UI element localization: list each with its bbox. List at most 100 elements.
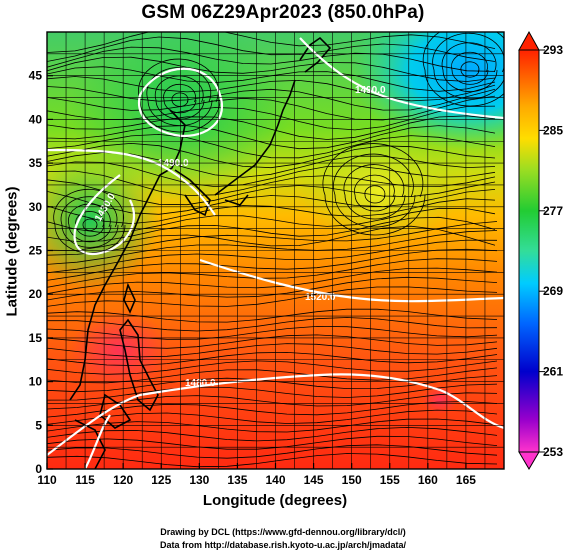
streamline (47, 125, 496, 150)
streamline (451, 51, 489, 85)
streamline (154, 75, 205, 120)
streamline (47, 161, 496, 188)
colorbar-tick-label: 285 (543, 123, 563, 137)
y-tick-label: 40 (29, 112, 43, 126)
x-tick-label: 115 (75, 473, 95, 487)
colorbar-bottom-arrow (518, 451, 540, 470)
x-axis-label: Longitude (degrees) (202, 492, 348, 509)
streamline (47, 225, 496, 252)
credit-drawing: Drawing by DCL (https://www.gfd-dennou.o… (160, 527, 406, 537)
y-axis-ticks: 0 5 10 15 20 25 30 35 40 45 (29, 69, 53, 476)
streamline (333, 153, 416, 228)
x-tick-label: 155 (380, 473, 400, 487)
temperature-field (47, 32, 504, 469)
y-tick-label: 5 (35, 418, 42, 432)
y-tick-label: 35 (29, 156, 43, 170)
streamline (82, 218, 98, 231)
x-tick-label: 130 (189, 473, 209, 487)
streamline (47, 267, 498, 295)
streamline (47, 105, 496, 131)
streamline (163, 83, 197, 114)
x-tick-label: 135 (227, 473, 247, 487)
streamline (422, 32, 504, 107)
y-tick-label: 15 (29, 331, 43, 345)
streamline (47, 46, 496, 72)
streamline (364, 185, 386, 204)
y-axis-label: Latitude (degrees) (3, 186, 21, 317)
contour-label: 1520.0 (305, 292, 336, 303)
streamline (47, 198, 496, 225)
colorbar-body (518, 49, 540, 453)
streamline (47, 351, 498, 367)
streamlines (47, 32, 504, 468)
streamline (47, 95, 496, 121)
streamline (47, 76, 496, 102)
contour-label: 1480.0 (185, 378, 216, 389)
x-axis-ticks: 110 115 120 125 130 135 140 145 150 155 160 165 (37, 463, 476, 487)
streamline (171, 92, 189, 107)
geopotential-contours (47, 37, 504, 469)
y-tick-label: 25 (29, 244, 43, 258)
streamline (47, 66, 496, 92)
streamline (47, 367, 498, 384)
streamline (53, 188, 126, 254)
streamline (47, 343, 498, 358)
y-tick-label: 45 (29, 69, 43, 83)
x-tick-label: 145 (304, 473, 324, 487)
colorbar-tick-label: 269 (543, 284, 563, 298)
streamline (47, 401, 498, 418)
streamline (47, 32, 496, 53)
x-tick-label: 160 (418, 473, 438, 487)
streamline (47, 444, 498, 459)
streamline (47, 453, 498, 468)
y-tick-label: 30 (29, 200, 43, 214)
streamline (47, 426, 498, 442)
streamline (47, 308, 498, 323)
colorbar: 293 285 277 269 261 253 (518, 30, 563, 470)
streamline (47, 86, 496, 111)
streamline (47, 56, 496, 82)
streamline (47, 360, 498, 375)
streamline (47, 276, 498, 301)
streamline (60, 196, 119, 248)
y-tick-label: 10 (29, 375, 43, 389)
streamline (47, 317, 498, 332)
x-tick-label: 125 (151, 473, 171, 487)
streamline (432, 32, 504, 100)
streamline (68, 203, 112, 243)
x-tick-label: 140 (265, 473, 285, 487)
streamline (47, 179, 496, 206)
x-tick-label: 165 (456, 473, 476, 487)
grid-lines (46, 31, 505, 470)
streamline (47, 392, 498, 410)
streamline (47, 142, 496, 169)
streamline (47, 325, 498, 340)
streamline (47, 152, 496, 178)
y-tick-label: 20 (29, 287, 43, 301)
streamline (343, 164, 406, 220)
colorbar-tick-label: 293 (543, 43, 563, 57)
streamline (47, 115, 496, 140)
x-tick-label: 150 (342, 473, 362, 487)
colorbar-tick-label: 261 (543, 365, 563, 379)
contour-label: 1490.0 (158, 158, 189, 169)
streamline (47, 230, 498, 265)
streamline (138, 58, 221, 133)
chart-title: GSM 06Z29Apr2023 (850.0hPa) (141, 2, 425, 23)
streamline (47, 383, 498, 401)
streamline (47, 133, 496, 159)
colorbar-ticks: 293 285 277 269 261 253 (539, 43, 563, 459)
streamline (441, 42, 498, 92)
colorbar-tick-label: 253 (543, 445, 563, 459)
credit-data: Data from http://database.rish.kyoto-u.a… (159, 540, 407, 550)
streamline (47, 418, 498, 433)
y-tick-label: 0 (35, 462, 42, 476)
streamline (47, 36, 496, 62)
x-tick-label: 120 (113, 473, 133, 487)
streamline (47, 239, 498, 274)
streamline (460, 61, 480, 78)
x-tick-label: 110 (37, 473, 57, 487)
colorbar-top-arrow (518, 30, 540, 51)
streamline (47, 170, 496, 197)
